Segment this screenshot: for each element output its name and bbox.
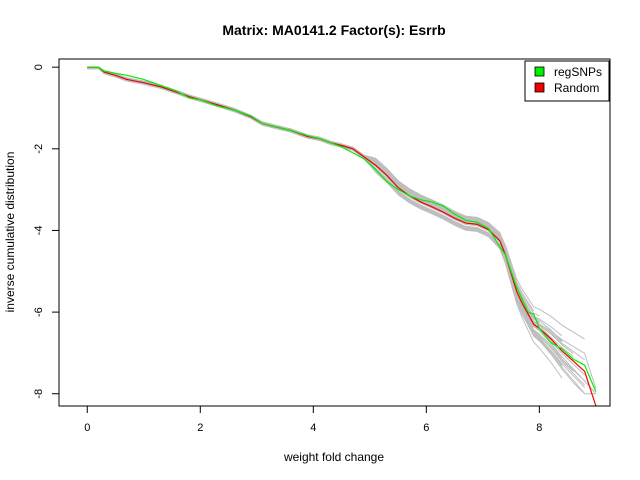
x-tick-label: 6 (423, 422, 429, 434)
x-tick-label: 8 (536, 422, 542, 434)
y-tick-label: -2 (33, 144, 45, 154)
y-tick-label: -8 (33, 389, 45, 399)
x-axis-label: weight fold change (283, 450, 384, 464)
y-tick-label: 0 (33, 64, 45, 70)
legend-swatch-random (534, 82, 545, 93)
legend: regSNPs Random (524, 60, 610, 102)
main-series-group (87, 66, 597, 407)
y-tick-label: -4 (33, 226, 45, 236)
series-line-regsnps (87, 66, 597, 392)
legend-label-regsnps: regSNPs (554, 65, 602, 79)
x-axis: 0 2 4 6 8 (84, 405, 542, 434)
y-axis-label: inverse cumulative distribution (3, 152, 17, 313)
legend-label-random: Random (554, 81, 599, 95)
x-tick-label: 2 (197, 422, 203, 434)
x-tick-label: 4 (310, 422, 316, 434)
x-tick-label: 0 (84, 422, 90, 434)
y-tick-label: -6 (33, 307, 45, 317)
legend-swatch-regsnps (534, 66, 545, 77)
chart-title: Matrix: MA0141.2 Factor(s): Esrrb (222, 22, 445, 38)
y-axis: 0 -2 -4 -6 -8 (33, 64, 60, 399)
